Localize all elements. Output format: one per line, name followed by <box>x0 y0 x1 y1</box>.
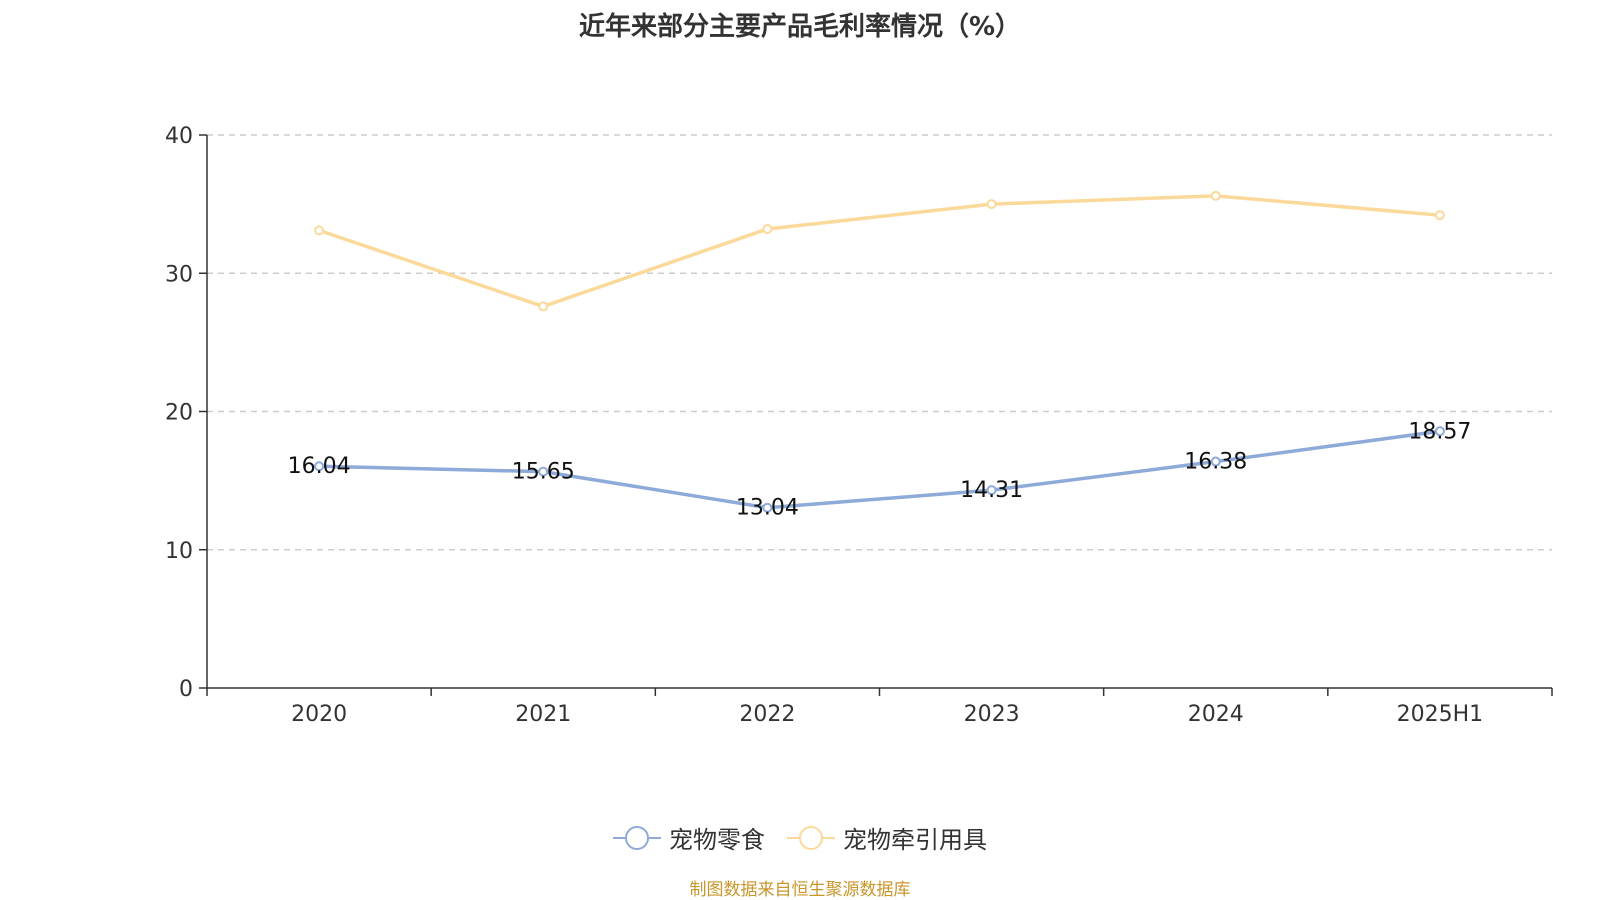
legend-label-pet-leash: 宠物牵引用具 <box>843 826 987 854</box>
data-label-0-5: 18.57 <box>1408 419 1471 444</box>
x-tick-label-2021: 2021 <box>515 702 571 727</box>
legend-label-pet-snacks: 宠物零食 <box>669 826 765 854</box>
y-tick-label-30: 30 <box>165 262 193 287</box>
chart-title: 近年来部分主要产品毛利率情况（%） <box>578 12 1022 42</box>
data-point-1-4 <box>1210 190 1221 201</box>
data-point-0-1 <box>538 466 549 477</box>
legend: 宠物零食 宠物牵引用具 <box>0 820 1600 855</box>
legend-item-pet-snacks[interactable]: 宠物零食 <box>613 820 765 855</box>
legend-marker-pet-leash <box>787 825 835 851</box>
data-label-0-3: 14.31 <box>960 478 1023 503</box>
data-point-0-2 <box>762 502 773 513</box>
data-point-1-1 <box>538 301 549 312</box>
y-tick-label-0: 0 <box>179 677 193 702</box>
data-label-0-4: 16.38 <box>1184 450 1247 475</box>
series-line-1 <box>317 194 1442 309</box>
data-labels: 16.04 15.65 13.04 14.31 16.38 18.57 <box>288 419 1472 520</box>
data-point-0-4 <box>1210 456 1221 467</box>
y-tick-label-20: 20 <box>165 401 193 426</box>
source-note: 制图数据来自恒生聚源数据库 <box>689 880 911 900</box>
data-point-1-2 <box>762 224 773 235</box>
x-tick-label-2024: 2024 <box>1188 702 1244 727</box>
gridlines <box>207 134 1552 551</box>
data-point-0-5 <box>1434 426 1445 437</box>
series-line-0 <box>317 429 1442 510</box>
data-point-1-0 <box>314 225 325 236</box>
series-lines <box>314 190 1445 513</box>
y-tick-label-40: 40 <box>165 124 193 149</box>
legend-marker-pet-snacks <box>613 825 661 851</box>
data-point-1-3 <box>986 199 997 210</box>
x-tick-label-2023: 2023 <box>964 702 1020 727</box>
data-label-0-0: 16.04 <box>288 454 351 479</box>
x-tick-label-2025H1: 2025H1 <box>1397 702 1484 727</box>
axes: 0 10 20 30 40 2020 2021 2022 2023 2024 2025H1 <box>165 124 1553 727</box>
x-tick-label-2020: 2020 <box>291 702 347 727</box>
data-point-1-5 <box>1434 210 1445 221</box>
data-point-0-3 <box>986 485 997 496</box>
y-tick-label-10: 10 <box>165 539 193 564</box>
x-tick-label-2022: 2022 <box>739 702 795 727</box>
legend-item-pet-leash[interactable]: 宠物牵引用具 <box>787 820 987 855</box>
data-label-0-1: 15.65 <box>512 460 575 485</box>
data-label-0-2: 13.04 <box>736 496 799 521</box>
data-point-0-0 <box>314 461 325 472</box>
